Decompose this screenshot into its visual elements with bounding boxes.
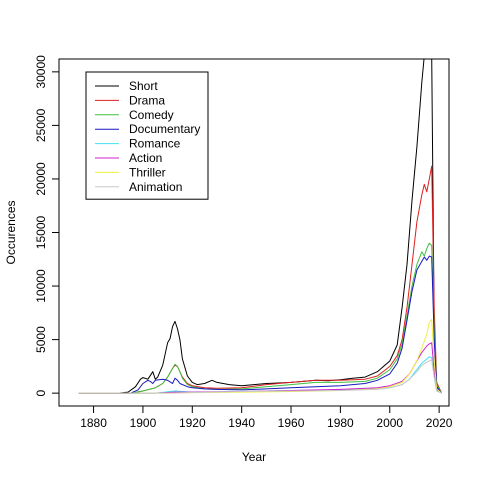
legend-label-animation: Animation (129, 180, 182, 194)
y-tick-label: 20000 (34, 162, 48, 196)
y-tick-label: 10000 (34, 269, 48, 303)
legend-box (85, 71, 209, 200)
series-line-animation (78, 359, 442, 394)
x-tick-label: 1960 (278, 416, 305, 430)
legend-label-comedy: Comedy (129, 108, 174, 122)
x-axis: 1880 1900 1920 1940 1960 1980 2000 2020 (80, 405, 453, 430)
series-layer (78, 59, 443, 394)
y-tick-label: 5000 (34, 326, 48, 353)
legend-label-drama: Drama (129, 93, 165, 107)
series-line-documentary (78, 255, 442, 394)
y-tick-label: 15000 (34, 215, 48, 249)
y-tick-label: 0 (34, 389, 48, 396)
x-tick-label: 2020 (426, 416, 453, 430)
legend: ShortDramaComedyDocumentaryRomanceAction… (85, 71, 209, 200)
legend-label-romance: Romance (129, 137, 181, 151)
y-tick-label: 25000 (34, 108, 48, 142)
y-tick-label: 30000 (34, 55, 48, 89)
x-tick-label: 1940 (228, 416, 255, 430)
y-axis-title: Occurences (4, 200, 18, 264)
x-axis-title: Year (242, 450, 266, 464)
x-tick-label: 1880 (80, 416, 107, 430)
x-tick-label: 1900 (130, 416, 157, 430)
legend-label-documentary: Documentary (129, 122, 200, 136)
x-tick-label: 2000 (376, 416, 403, 430)
legend-label-thriller: Thriller (129, 165, 166, 179)
legend-label-short: Short (129, 79, 158, 93)
y-axis: 0 5000 10000 15000 20000 25000 30000 (34, 55, 60, 396)
series-line-short (78, 59, 442, 394)
x-tick-label: 1980 (327, 416, 354, 430)
x-tick-label: 1920 (179, 416, 206, 430)
series-line-comedy (78, 242, 443, 394)
legend-label-action: Action (129, 151, 162, 165)
